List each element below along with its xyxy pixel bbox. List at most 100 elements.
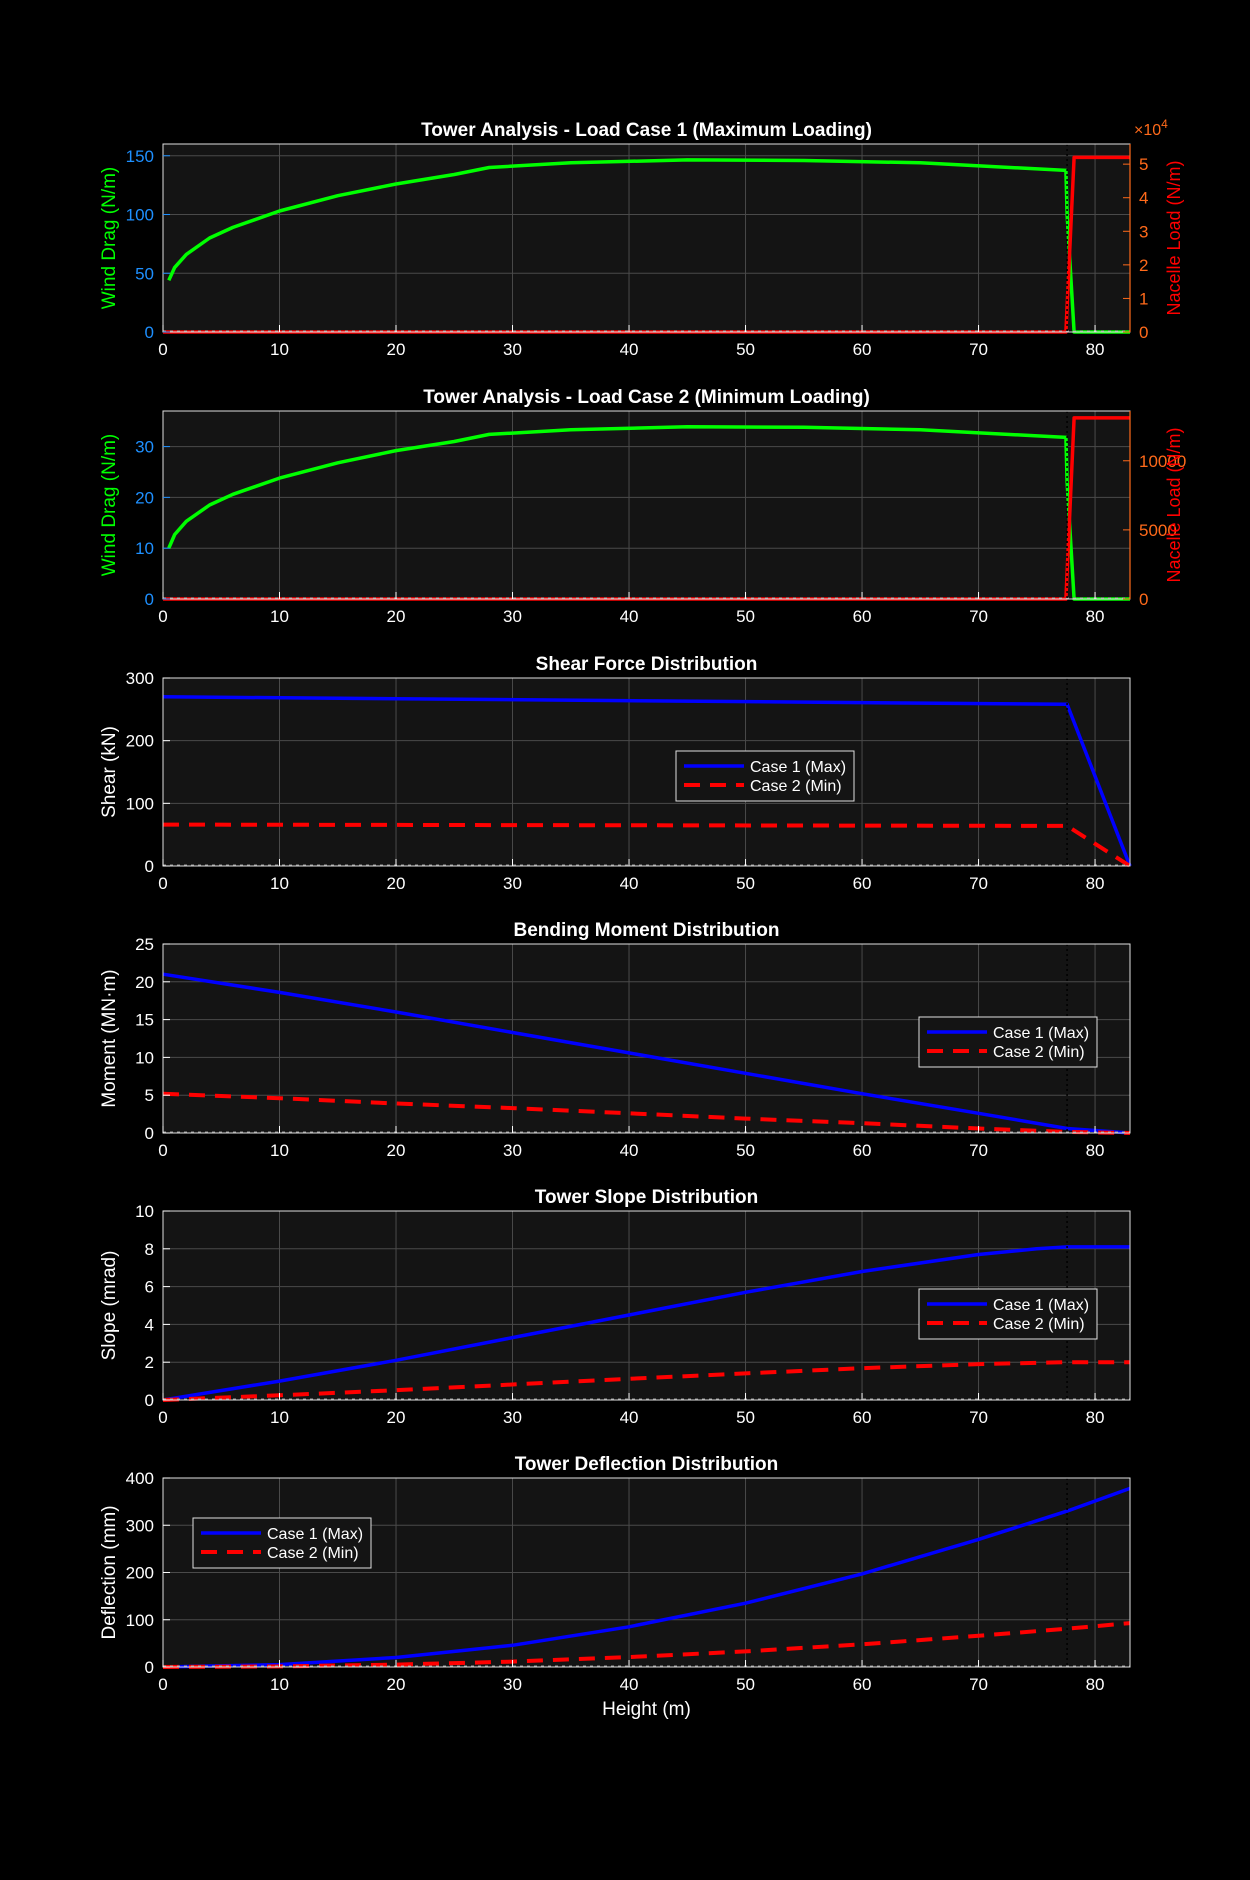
x-tick-label: 70	[969, 1141, 988, 1160]
legend-box	[192, 1517, 372, 1569]
y-tick-label: 150	[126, 147, 154, 166]
plot-area	[163, 144, 1130, 332]
y-axis-label: Deflection (mm)	[99, 1505, 120, 1639]
legend: Case 1 (Max) Case 2 (Min)	[675, 750, 855, 802]
legend-box	[918, 1288, 1098, 1340]
x-tick-label: 30	[503, 607, 522, 626]
x-tick-label: 80	[1086, 340, 1105, 359]
x-tick-label: 30	[503, 340, 522, 359]
legend: Case 1 (Max) Case 2 (Min)	[918, 1288, 1098, 1340]
x-tick-label: 20	[387, 1408, 406, 1427]
chart-title: Shear Force Distribution	[536, 654, 758, 675]
plot-area	[163, 411, 1130, 599]
x-tick-label: 30	[503, 1408, 522, 1427]
y-tick-label: 0	[145, 1391, 154, 1410]
x-tick-label: 50	[736, 874, 755, 893]
y-axis-label: Moment (MN·m)	[99, 969, 120, 1107]
series-line-left-0	[167, 425, 1130, 601]
x-tick-label: 60	[853, 874, 872, 893]
y-tick-label: 100	[126, 1611, 154, 1630]
legend-entry-label: Case 2 (Min)	[267, 1545, 359, 1562]
y-tick-label: 30	[135, 438, 154, 457]
chart-panel-deflection: 0 10 20 30 40 50 60 70 80 0 100 200 300 400 Tower Defl…	[99, 1454, 1131, 1720]
series-line-case-1-max-	[162, 1486, 1131, 1669]
x-tick-label: 30	[503, 874, 522, 893]
y-tick-label: 2	[145, 1353, 154, 1372]
y-axis-label: Wind Drag (N/m)	[99, 434, 120, 577]
x-tick-label: 50	[736, 340, 755, 359]
x-tick-label: 60	[853, 1408, 872, 1427]
y-tick-label: 200	[126, 1564, 154, 1583]
x-tick-label: 0	[158, 1408, 167, 1427]
legend-box	[675, 750, 855, 802]
x-tick-label: 0	[158, 607, 167, 626]
y-tick-label: 10	[135, 1202, 154, 1221]
series-line-case-2-min-	[162, 1091, 1131, 1135]
y2-tick-label: 3	[1139, 222, 1148, 241]
x-tick-label: 10	[270, 340, 289, 359]
x-tick-label: 70	[969, 874, 988, 893]
x-tick-label: 70	[969, 340, 988, 359]
x-tick-label: 10	[270, 1675, 289, 1694]
x-tick-label: 80	[1086, 1141, 1105, 1160]
y2-tick-label: 4	[1139, 189, 1148, 208]
y-tick-label: 400	[126, 1469, 154, 1488]
legend: Case 1 (Max) Case 2 (Min)	[192, 1517, 372, 1569]
x-tick-label: 80	[1086, 874, 1105, 893]
y-tick-label: 5	[145, 1086, 154, 1105]
chart-panel-lc2: 0 10 20 30 40 50 60 70 80 0 10 20 30 0 5000 10000Nacell…	[99, 387, 1186, 626]
y-tick-label: 10	[135, 539, 154, 558]
x-tick-label: 20	[387, 1675, 406, 1694]
y-tick-label: 6	[145, 1278, 154, 1297]
x-tick-label: 10	[270, 1141, 289, 1160]
legend-entry-label: Case 1 (Max)	[267, 1526, 363, 1543]
legend-entry-label: Case 2 (Min)	[993, 1044, 1085, 1061]
x-tick-label: 70	[969, 1408, 988, 1427]
x-tick-label: 10	[270, 874, 289, 893]
x-tick-label: 10	[270, 607, 289, 626]
y-tick-label: 200	[126, 732, 154, 751]
y2-tick-label: 0	[1139, 590, 1148, 609]
x-tick-label: 70	[969, 1675, 988, 1694]
axes-box	[162, 677, 1131, 867]
x-tick-label: 20	[387, 607, 406, 626]
y-axis-label: Shear (kN)	[99, 726, 120, 818]
y-tick-label: 100	[126, 794, 154, 813]
chart-title: Bending Moment Distribution	[514, 920, 780, 941]
x-tick-label: 10	[270, 1408, 289, 1427]
x-tick-label: 80	[1086, 1675, 1105, 1694]
axes-box	[162, 943, 1131, 1134]
y-tick-label: 100	[126, 206, 154, 225]
chart-title: Tower Analysis - Load Case 2 (Minimum Lo…	[423, 387, 870, 408]
y-tick-label: 10	[135, 1048, 154, 1067]
x-axis-label: Height (m)	[602, 1699, 691, 1720]
series-line-case-1-max-	[162, 972, 1131, 1135]
x-tick-label: 60	[853, 607, 872, 626]
legend-box	[918, 1016, 1098, 1068]
x-tick-label: 70	[969, 607, 988, 626]
series-line-case-2-min-	[162, 1621, 1131, 1669]
y2-tick-label: 1	[1139, 289, 1148, 308]
x-tick-label: 0	[158, 340, 167, 359]
x-tick-label: 40	[620, 1675, 639, 1694]
chart-panel-moment: 0 10 20 30 40 50 60 70 80 0 5 10 15 20 25 Bending Momen…	[99, 920, 1131, 1160]
y2-tick-label: 0	[1139, 323, 1148, 342]
y2-tick-label: 5000	[1139, 521, 1177, 540]
x-tick-label: 80	[1086, 607, 1105, 626]
y-tick-label: 0	[145, 590, 154, 609]
x-tick-label: 40	[620, 874, 639, 893]
y2-tick-label: 2	[1139, 256, 1148, 275]
plot-area	[163, 678, 1130, 866]
y-tick-label: 50	[135, 264, 154, 283]
series-line-case-2-min-	[162, 822, 1132, 868]
y-tick-label: 0	[145, 1658, 154, 1677]
legend-entry-label: Case 1 (Max)	[993, 1025, 1089, 1042]
x-tick-label: 40	[620, 1141, 639, 1160]
y-tick-label: 4	[145, 1315, 154, 1334]
y2-tick-label: 5	[1139, 155, 1148, 174]
x-tick-label: 50	[736, 1141, 755, 1160]
y-tick-label: 25	[135, 935, 154, 954]
legend-entry-label: Case 2 (Min)	[993, 1316, 1085, 1333]
y2-axis-label: Nacelle Load (N/m)	[1164, 160, 1184, 315]
legend: Case 1 (Max) Case 2 (Min)	[918, 1016, 1098, 1068]
